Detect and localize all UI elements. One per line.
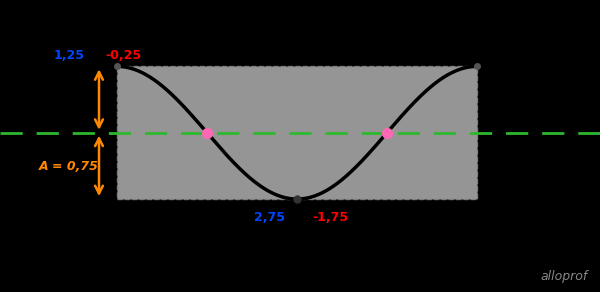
Text: 1,25: 1,25 bbox=[53, 49, 85, 62]
Text: A = 0,75: A = 0,75 bbox=[39, 160, 99, 173]
Text: -0,25: -0,25 bbox=[105, 49, 141, 62]
Text: 2,75: 2,75 bbox=[254, 211, 285, 224]
Bar bbox=[117, 66, 477, 199]
Text: -1,75: -1,75 bbox=[312, 211, 348, 224]
Text: alloprof: alloprof bbox=[541, 270, 588, 283]
